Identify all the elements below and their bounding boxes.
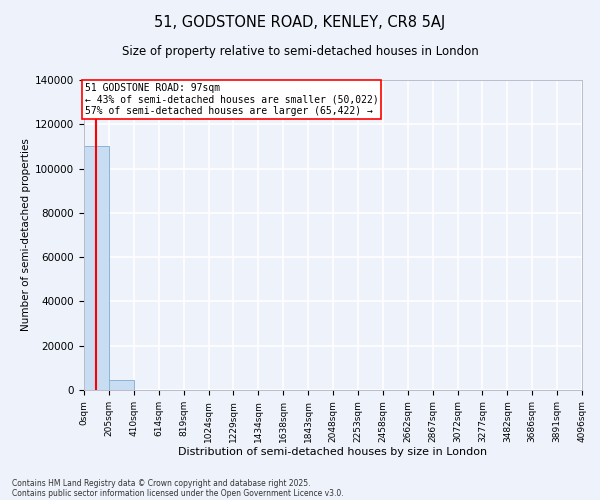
- Bar: [84, 146, 109, 390]
- Text: Contains HM Land Registry data © Crown copyright and database right 2025.: Contains HM Land Registry data © Crown c…: [12, 478, 311, 488]
- Bar: [109, 380, 134, 390]
- Text: 51, GODSTONE ROAD, KENLEY, CR8 5AJ: 51, GODSTONE ROAD, KENLEY, CR8 5AJ: [154, 15, 446, 30]
- Text: Size of property relative to semi-detached houses in London: Size of property relative to semi-detach…: [122, 45, 478, 58]
- Y-axis label: Number of semi-detached properties: Number of semi-detached properties: [21, 138, 31, 332]
- Text: 51 GODSTONE ROAD: 97sqm
← 43% of semi-detached houses are smaller (50,022)
57% o: 51 GODSTONE ROAD: 97sqm ← 43% of semi-de…: [85, 83, 379, 116]
- X-axis label: Distribution of semi-detached houses by size in London: Distribution of semi-detached houses by …: [178, 448, 488, 458]
- Text: Contains public sector information licensed under the Open Government Licence v3: Contains public sector information licen…: [12, 488, 344, 498]
